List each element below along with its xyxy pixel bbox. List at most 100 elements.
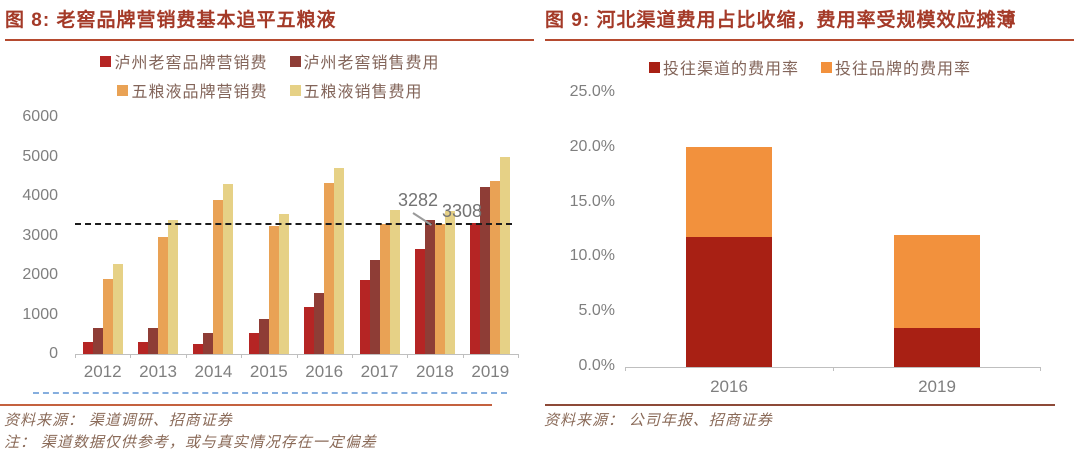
figure9-bar-2016-s0 — [686, 236, 772, 367]
figure8-bar-2012-s1 — [92, 328, 103, 354]
data-label-3308: 3308 — [442, 201, 483, 221]
figure8-bar-2017-s0 — [359, 279, 370, 354]
figure8-bar-2012-s3 — [112, 264, 123, 354]
figure8-x-axis-label: 2013 — [139, 362, 177, 381]
figure8-bar-2018-s3 — [444, 210, 455, 354]
data-label-leader-line — [412, 212, 432, 226]
figure8-panel: 图 8: 老窖品牌营销费基本追平五粮液 泸州老窖品牌营销费 泸州老窖销售费用 五粮液… — [0, 5, 534, 451]
figure8-note: 注： 渠道数据仅供参考，或与真实情况存在一定偏差 — [4, 435, 377, 451]
figure8-x-axis-label: 2019 — [471, 362, 510, 381]
figure8-x-axis-tick — [241, 354, 243, 358]
figure9-bar-2019-s1 — [894, 235, 980, 328]
figure8-legend-label: 泸州老窖销售费用 — [303, 55, 440, 72]
figure8-bar-2016-s0 — [304, 306, 315, 354]
figure8-bar-2015-s0 — [248, 333, 259, 354]
figure8-x-axis-label: 2016 — [305, 362, 344, 381]
figure8-title: 图 8: 老窖品牌营销费基本追平五粮液 — [5, 5, 534, 41]
figure8-bar-2017-s2 — [379, 224, 390, 354]
figure8-y-axis-label: 0 — [49, 345, 58, 362]
figure8-bar-2014-s0 — [193, 344, 204, 354]
figure8-x-axis-tick — [351, 354, 353, 358]
figure9-y-axis-label: 0.0% — [578, 357, 615, 374]
figure8-legend-swatch-icon — [289, 55, 301, 67]
figure8-bar-2013-s2 — [158, 237, 169, 354]
figure9-legend-row: 投往渠道的费用率 投往品牌的费用率 — [648, 55, 971, 79]
figure8-legend-label: 泸州老窖品牌营销费 — [114, 55, 268, 72]
figure8-bar-2013-s3 — [168, 219, 179, 354]
figure8-bar-2012-s2 — [102, 278, 113, 354]
figure9-x-axis-label: 2019 — [918, 377, 956, 396]
figure8-x-axis-tick — [296, 354, 298, 358]
figure8-x-axis-label: 2014 — [194, 362, 233, 381]
figure8-x-axis-line — [75, 354, 518, 355]
figure8-legend-item: 五粮液品牌营销费 — [117, 78, 267, 102]
figure8-legend-swatch-icon — [100, 55, 112, 67]
figure8-x-axis-tick — [130, 354, 132, 358]
figure8-bar-2012-s0 — [82, 342, 93, 354]
figure8-bar-2019-s2 — [490, 181, 501, 354]
figure8-y-axis-label: 6000 — [22, 108, 58, 125]
figure8-bar-2014-s3 — [223, 184, 234, 354]
figure8-legend-swatch-icon — [289, 84, 301, 96]
figure9-legend-item: 投往品牌的费用率 — [821, 55, 971, 79]
figure9-panel: 图 9: 河北渠道费用占比收缩，费用率受规模效应摊薄 投往渠道的费用率 投往品牌的… — [540, 0, 1080, 456]
figure8-source-rule — [0, 404, 492, 406]
page-break-dashed-line — [33, 392, 507, 394]
figure9-x-axis-line — [625, 367, 1040, 368]
figure8-bar-2018-s0 — [414, 249, 425, 354]
figure9-bar-2016-s1 — [686, 146, 772, 237]
figure8-x-axis-label: 2015 — [249, 362, 288, 381]
figure8-bar-2018-s1 — [424, 219, 435, 354]
figure8-x-axis-label: 2012 — [83, 362, 122, 381]
figure8-bar-2016-s2 — [324, 182, 335, 354]
figure8-x-axis-label: 2017 — [360, 362, 399, 381]
figure9-x-axis-tick — [1040, 367, 1041, 371]
figure9-y-axis-label: 10.0% — [569, 247, 615, 265]
figure8-x-axis-tick — [185, 354, 187, 358]
figure8-bar-2016-s1 — [314, 292, 325, 354]
figure8-x-axis-tick — [518, 354, 519, 358]
figure8-source: 资料来源： 渠道调研、招商证券 — [4, 413, 233, 429]
figure8-y-axis-label: 3000 — [22, 226, 58, 244]
figure9-legend: 投往渠道的费用率 投往品牌的费用率 — [540, 55, 1080, 79]
figure8-bar-2016-s3 — [334, 168, 345, 354]
figure8-bar-2017-s1 — [369, 259, 380, 354]
figure9-legend-item: 投往渠道的费用率 — [648, 55, 799, 79]
figure8-legend-swatch-icon — [117, 84, 129, 96]
figure9-legend-label: 投往品牌的费用率 — [835, 61, 972, 78]
figure8-y-axis-label: 4000 — [22, 187, 58, 204]
figure8-bar-2019-s3 — [500, 156, 511, 354]
figure8-x-axis-tick — [407, 354, 409, 358]
figure9-x-axis-tick — [625, 367, 626, 371]
figure8-y-axis-label: 5000 — [22, 147, 58, 165]
figure8-y-axis-label: 1000 — [22, 305, 58, 323]
figure9-source-rule — [545, 404, 1055, 406]
figure8-bar-2013-s1 — [148, 327, 159, 354]
figure9-y-axis-label: 20.0% — [569, 137, 615, 155]
figure8-bar-2018-s2 — [434, 224, 445, 354]
figure8-x-axis-tick — [462, 354, 464, 358]
figure8-legend-item: 泸州老窖品牌营销费 — [100, 49, 267, 73]
figure8-legend-label: 五粮液销售费用 — [303, 84, 423, 101]
figure9-y-axis-label: 5.0% — [578, 302, 615, 320]
figure8-x-axis-label: 2018 — [416, 362, 454, 381]
figure8-bar-2019-s0 — [470, 223, 481, 354]
figure9-legend-swatch-icon — [821, 61, 832, 73]
figure9-y-axis-label: 15.0% — [569, 192, 615, 210]
figure8-bar-2015-s1 — [258, 319, 269, 354]
figure8-bar-2015-s2 — [268, 225, 279, 354]
figure9-x-axis-label: 2016 — [710, 377, 748, 396]
figure8-legend-row: 五粮液品牌营销费 五粮液销售费用 — [117, 78, 422, 102]
figure8-legend-label: 五粮液品牌营销费 — [131, 84, 268, 101]
data-label-3282: 3282 — [398, 190, 439, 210]
figure8-bar-2014-s2 — [213, 199, 224, 354]
figure8-legend-item: 五粮液销售费用 — [289, 78, 423, 102]
figure8-y-axis-label: 2000 — [22, 266, 58, 283]
target-dashed-line — [75, 222, 512, 225]
figure8-x-axis-tick — [75, 354, 76, 358]
figure8-legend-item: 泸州老窖销售费用 — [289, 49, 440, 73]
figure9-x-axis-tick — [832, 367, 834, 371]
figure9-legend-swatch-icon — [648, 61, 660, 73]
figure8-bar-2019-s1 — [480, 187, 491, 354]
